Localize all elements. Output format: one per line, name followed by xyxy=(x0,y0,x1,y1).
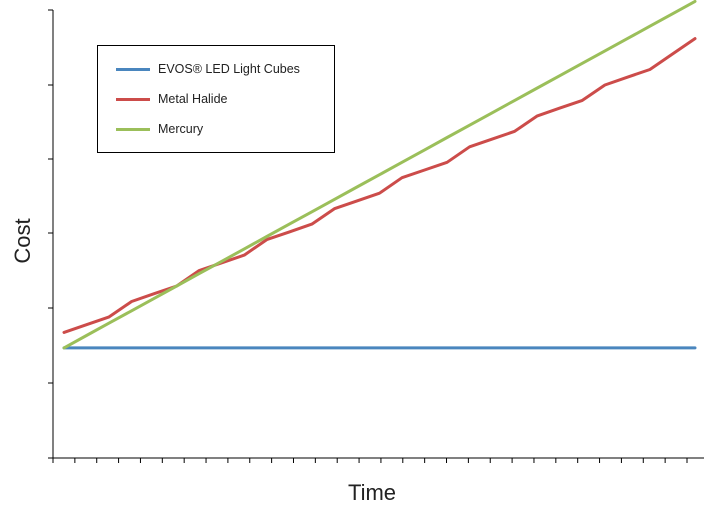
legend-swatch-led xyxy=(116,67,150,71)
y-axis-label: Cost xyxy=(10,218,35,264)
legend-swatch-mercury xyxy=(116,127,150,131)
legend-label-mercury: Mercury xyxy=(158,122,204,136)
axes xyxy=(48,9,704,463)
series-layer xyxy=(62,0,697,350)
x-axis-label: Time xyxy=(347,480,397,505)
series-line-mercury xyxy=(62,0,697,350)
legend-item-mercury: Mercury xyxy=(116,119,203,139)
legend-item-led: EVOS® LED Light Cubes xyxy=(116,59,300,79)
legend: EVOS® LED Light Cubes Metal Halide Mercu… xyxy=(97,45,335,153)
legend-label-led: EVOS® LED Light Cubes xyxy=(158,62,300,76)
legend-swatch-metal-halide xyxy=(116,97,150,101)
legend-label-metal-halide: Metal Halide xyxy=(158,92,228,106)
legend-item-metal-halide: Metal Halide xyxy=(116,89,227,109)
